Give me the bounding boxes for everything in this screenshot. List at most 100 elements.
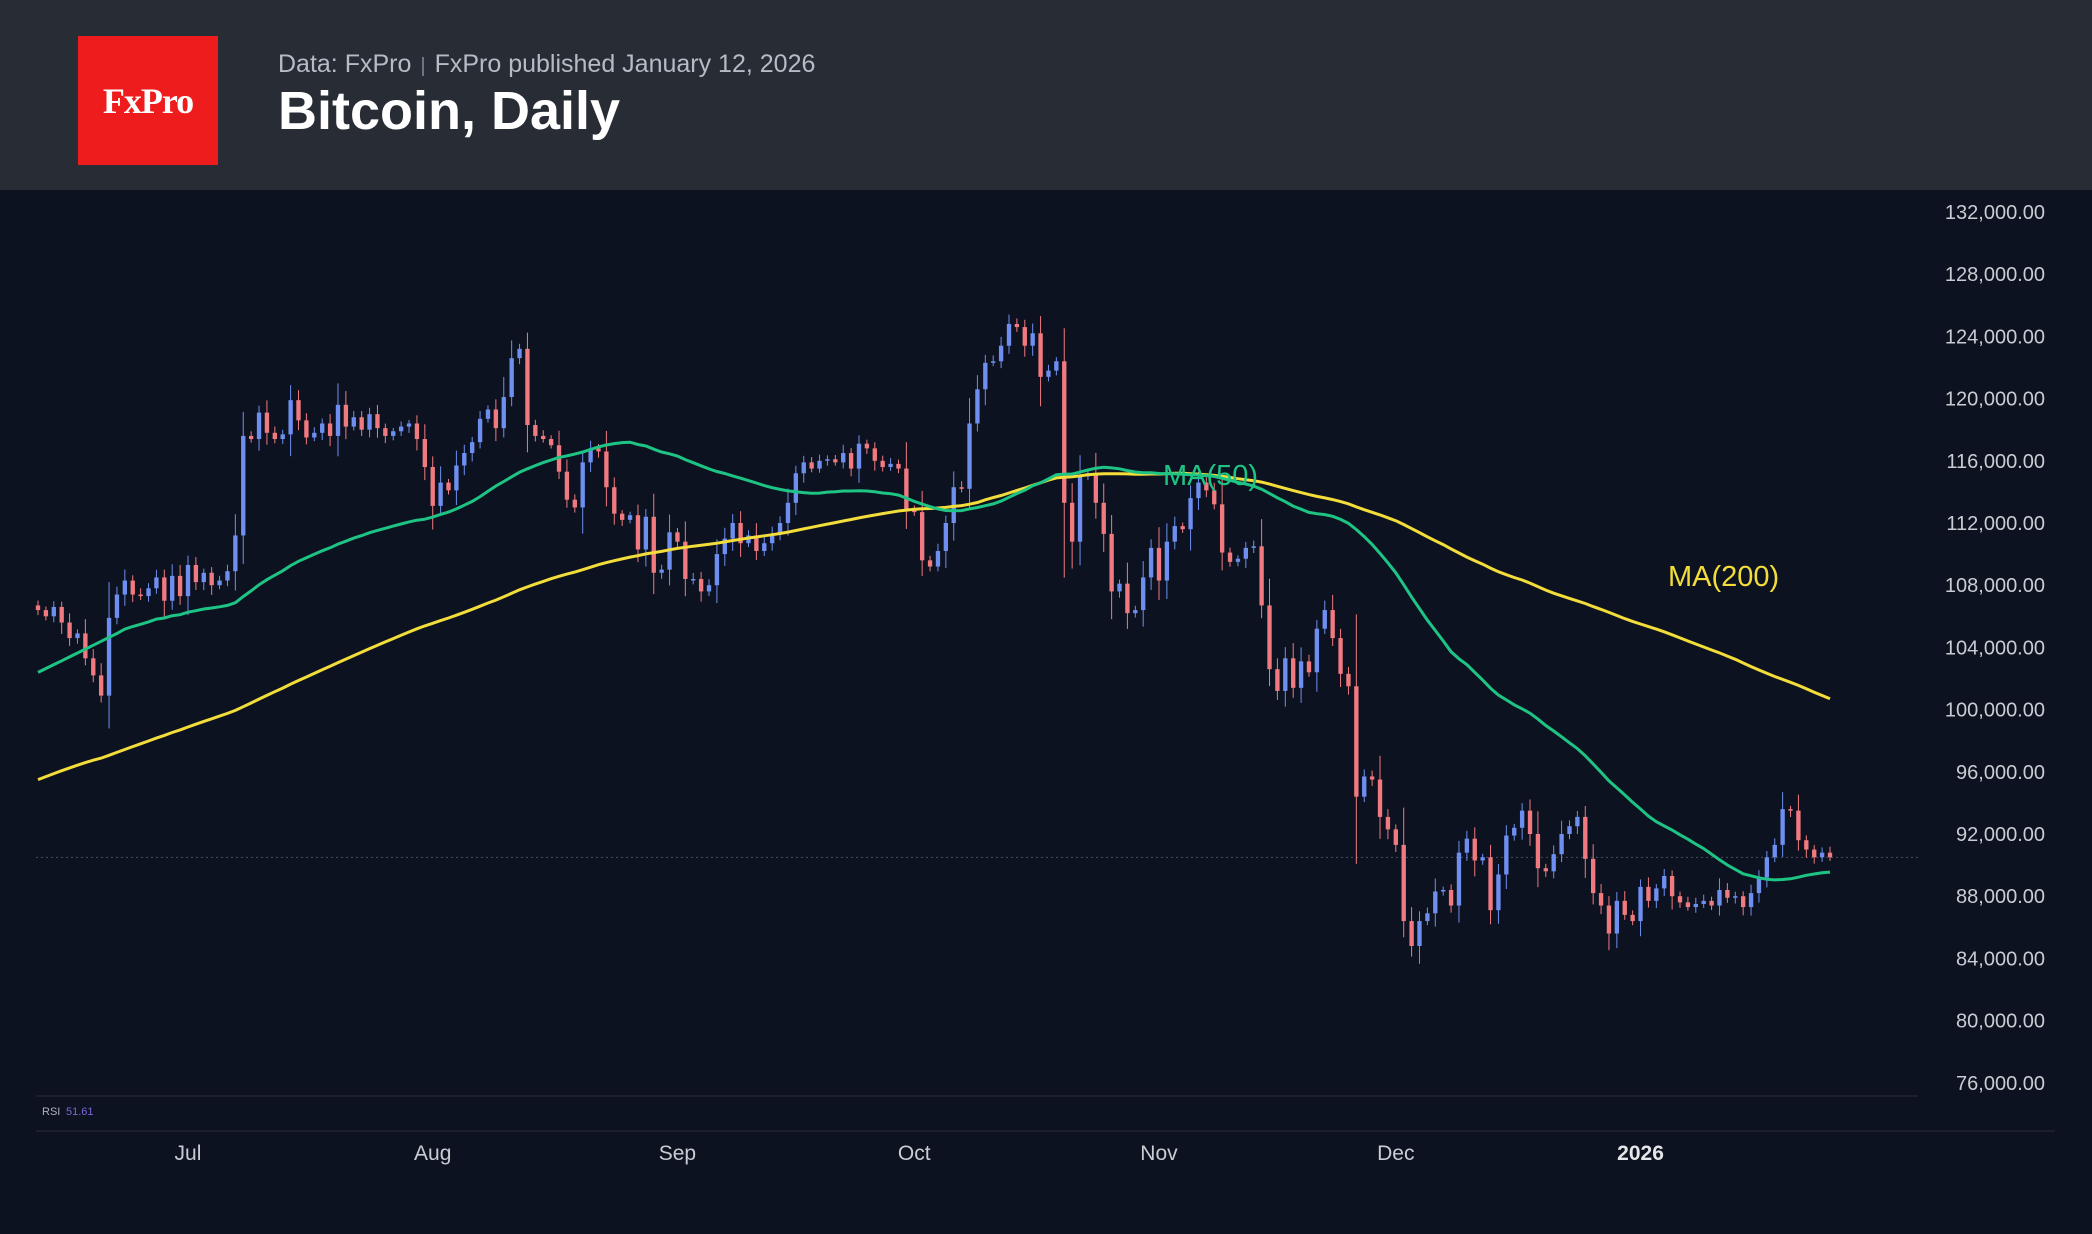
candle-body — [256, 412, 262, 440]
candle — [1638, 879, 1643, 937]
candle — [1591, 844, 1596, 905]
candle — [422, 424, 427, 481]
candle — [817, 454, 822, 473]
candle-body — [604, 451, 609, 488]
candle — [493, 399, 499, 442]
candle — [1614, 891, 1620, 949]
candle-body — [1180, 526, 1185, 530]
y-tick-label: 92,000.00 — [1956, 824, 2045, 846]
candle — [1646, 877, 1651, 908]
candlestick-chart[interactable]: 132,000.00 128,000.00 124,000.00 120,000.00… — [0, 190, 2092, 1234]
candle-body — [1283, 658, 1288, 691]
candle-body — [1717, 889, 1722, 906]
candle-body — [1385, 816, 1391, 830]
candle — [209, 567, 214, 595]
candle-body — [1062, 361, 1067, 503]
rsi-label: RSI — [42, 1106, 60, 1118]
candle-body — [1677, 896, 1683, 903]
candle — [162, 569, 167, 619]
candle-body — [1764, 857, 1770, 878]
candle-body — [146, 588, 151, 597]
candle — [454, 450, 459, 506]
candle — [43, 606, 49, 621]
candle — [1701, 894, 1706, 908]
candle — [1164, 523, 1170, 599]
candle — [1496, 864, 1501, 924]
candle-body — [1543, 868, 1548, 872]
candle — [1196, 472, 1201, 510]
candle-body — [1598, 893, 1604, 906]
candle-body — [454, 465, 459, 491]
candle-body — [75, 633, 80, 639]
candle — [1425, 907, 1430, 926]
candle-body — [1401, 844, 1406, 922]
candle-body — [927, 560, 933, 567]
candle — [1512, 823, 1517, 841]
candle — [833, 455, 838, 466]
candle-body — [998, 345, 1004, 362]
candle-body — [1125, 583, 1130, 614]
candle — [1456, 840, 1462, 923]
candle — [1109, 514, 1114, 620]
candle-body — [1527, 810, 1533, 834]
chart-subtitle: Data: FxPro | FxPro published January 12, … — [278, 50, 815, 79]
candle — [1709, 896, 1714, 910]
candle — [1551, 845, 1556, 879]
candle-body — [1038, 333, 1043, 377]
candle-body — [1291, 658, 1296, 688]
y-tick-label: 88,000.00 — [1956, 886, 2045, 908]
candle — [1338, 628, 1343, 687]
candle — [1827, 846, 1833, 861]
candle-body — [1275, 669, 1280, 691]
candle-body — [1338, 638, 1343, 674]
candle-body — [414, 423, 420, 440]
annotations: RSI 51.61 MA(50) MA(200) — [42, 460, 1779, 1118]
moving-averages — [37, 440, 1831, 882]
candle — [1780, 792, 1785, 857]
candle — [1362, 769, 1367, 803]
candle — [501, 376, 506, 438]
candle — [383, 423, 388, 444]
candle — [738, 511, 743, 557]
candle — [1409, 907, 1414, 957]
y-tick-label: 132,000.00 — [1945, 202, 2045, 224]
candle-body — [1298, 661, 1304, 688]
candle — [1235, 555, 1241, 567]
candle — [959, 481, 964, 493]
y-tick-label: 84,000.00 — [1956, 948, 2045, 970]
candle — [1575, 811, 1580, 834]
candle-body — [1369, 776, 1375, 780]
candle — [75, 629, 80, 644]
candle — [1298, 647, 1304, 703]
candle-body — [1701, 900, 1706, 904]
y-tick-label: 120,000.00 — [1945, 389, 2045, 411]
candle-body — [1606, 905, 1612, 934]
candle-body — [777, 523, 783, 534]
candle-body — [272, 432, 277, 440]
candle-body — [1212, 490, 1217, 505]
candle — [1346, 666, 1351, 695]
candle-body — [359, 417, 364, 430]
candle-body — [643, 516, 649, 550]
candle — [1559, 820, 1564, 863]
logo-text: FxPro — [102, 80, 194, 121]
candle-body — [935, 550, 941, 567]
candle — [509, 340, 514, 407]
candle — [809, 457, 814, 473]
candle — [1069, 483, 1075, 569]
candle — [154, 569, 159, 594]
candle — [1504, 825, 1509, 889]
candle — [541, 430, 546, 443]
candle — [564, 459, 570, 508]
candle — [841, 444, 846, 469]
candle-body — [635, 515, 641, 550]
fxpro-logo[interactable]: FxPro — [78, 36, 218, 165]
candle — [288, 385, 293, 457]
candle-body — [1164, 541, 1170, 581]
candle — [272, 426, 277, 444]
candle-body — [825, 459, 830, 461]
candle — [1669, 870, 1675, 910]
candle-body — [651, 516, 656, 573]
candle-body — [106, 617, 112, 696]
candle — [856, 435, 862, 483]
